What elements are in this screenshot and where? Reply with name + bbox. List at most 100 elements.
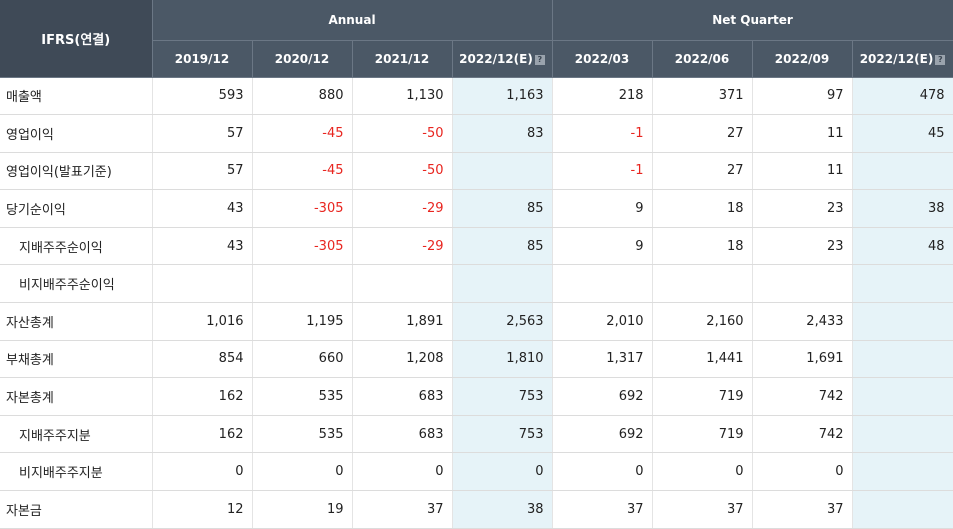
- table-cell: 9: [552, 227, 653, 266]
- row-label: 지배주주지분: [0, 415, 153, 454]
- table-cell: 85: [452, 227, 553, 266]
- table-cell: 218: [552, 77, 653, 116]
- column-header-5: 2022/03: [552, 40, 653, 78]
- row-label: 자본금: [0, 490, 153, 529]
- table-cell: 535: [252, 415, 353, 454]
- table-cell: 11: [752, 152, 853, 191]
- row-label: 지배주주순이익: [0, 227, 153, 266]
- table-cell: 37: [752, 490, 853, 529]
- table-row: 지배주주순이익 43 -305 -29 85 9 18 23 48: [0, 227, 953, 266]
- table-cell: 692: [552, 377, 653, 416]
- table-cell: -50: [352, 114, 453, 153]
- table-cell: -1: [552, 114, 653, 153]
- table-cell: 12: [152, 490, 253, 529]
- table-cell: 719: [652, 415, 753, 454]
- table-cell: 2,563: [452, 302, 553, 341]
- table-cell: 19: [252, 490, 353, 529]
- table-cell: [552, 264, 653, 304]
- table-row: 비지배주주순이익: [0, 264, 953, 304]
- table-cell: 692: [552, 415, 653, 454]
- table-cell: [452, 152, 553, 191]
- row-label: 비지배주주지분: [0, 452, 153, 492]
- table-row: 자산총계 1,016 1,195 1,891 2,563 2,010 2,160 2,433: [0, 302, 953, 341]
- column-label: 2022/03: [574, 51, 630, 66]
- table-cell: [252, 264, 353, 304]
- table-row: 매출액 593 880 1,130 1,163 218 371 97 478: [0, 77, 953, 116]
- column-label: 2022/09: [774, 51, 830, 66]
- column-header-7: 2022/09: [752, 40, 853, 78]
- row-label: 부채총계: [0, 340, 153, 379]
- row-label: 영업이익: [0, 114, 153, 153]
- table-row: 지배주주지분 162 535 683 753 692 719 742: [0, 415, 953, 454]
- table-cell: 23: [752, 227, 853, 266]
- row-label: 자산총계: [0, 302, 153, 341]
- row-label: 매출액: [0, 77, 153, 116]
- table-cell: 478: [852, 77, 953, 116]
- table-row: 자본총계 162 535 683 753 692 719 742: [0, 377, 953, 416]
- help-icon[interactable]: ?: [534, 54, 545, 65]
- table-cell: -50: [352, 152, 453, 191]
- table-cell: 43: [152, 189, 253, 228]
- table-row: 부채총계 854 660 1,208 1,810 1,317 1,441 1,691: [0, 340, 953, 379]
- header-annual: Annual: [152, 0, 553, 41]
- row-label: 당기순이익: [0, 189, 153, 228]
- table-cell: 37: [552, 490, 653, 529]
- row-label: 비지배주주순이익: [0, 264, 153, 304]
- table-cell: 2,010: [552, 302, 653, 341]
- table-cell: 1,208: [352, 340, 453, 379]
- table-cell: -305: [252, 227, 353, 266]
- table-cell: 37: [652, 490, 753, 529]
- table-cell: 162: [152, 377, 253, 416]
- table-cell: 753: [452, 415, 553, 454]
- table-cell: 48: [852, 227, 953, 266]
- table-cell: -1: [552, 152, 653, 191]
- column-header-1: 2019/12: [152, 40, 253, 78]
- column-header-8: 2022/12(E)?: [852, 40, 953, 78]
- table-cell: 1,163: [452, 77, 553, 116]
- table-cell: 85: [452, 189, 553, 228]
- help-icon[interactable]: ?: [935, 54, 946, 65]
- table-cell: 683: [352, 377, 453, 416]
- table-cell: 2,160: [652, 302, 753, 341]
- table-cell: 1,691: [752, 340, 853, 379]
- header-ifrs: IFRS(연결): [0, 0, 153, 78]
- table-cell: 742: [752, 415, 853, 454]
- column-header-4: 2022/12(E)?: [452, 40, 553, 78]
- table-cell: [352, 264, 453, 304]
- table-cell: 57: [152, 152, 253, 191]
- table-cell: 1,317: [552, 340, 653, 379]
- table-cell: 1,016: [152, 302, 253, 341]
- table-cell: 0: [252, 452, 353, 492]
- column-label: 2019/12: [174, 51, 230, 66]
- table-cell: 1,130: [352, 77, 453, 116]
- table-cell: 535: [252, 377, 353, 416]
- row-label: 영업이익(발표기준): [0, 152, 153, 191]
- table-cell: 593: [152, 77, 253, 116]
- table-cell: [852, 377, 953, 416]
- table-cell: -305: [252, 189, 353, 228]
- table-cell: -45: [252, 114, 353, 153]
- table-row: 비지배주주지분 0 0 0 0 0 0 0: [0, 452, 953, 492]
- table-row: 당기순이익 43 -305 -29 85 9 18 23 38: [0, 189, 953, 228]
- table-cell: [852, 452, 953, 492]
- table-cell: 0: [552, 452, 653, 492]
- table-cell: 162: [152, 415, 253, 454]
- table-cell: 1,891: [352, 302, 453, 341]
- table-cell: [752, 264, 853, 304]
- table-cell: 719: [652, 377, 753, 416]
- table-cell: 742: [752, 377, 853, 416]
- table-cell: 18: [652, 227, 753, 266]
- table-cell: 38: [452, 490, 553, 529]
- table-cell: 660: [252, 340, 353, 379]
- table-cell: 11: [752, 114, 853, 153]
- table-cell: 0: [152, 452, 253, 492]
- column-label: 2020/12: [274, 51, 330, 66]
- table-cell: 23: [752, 189, 853, 228]
- table-cell: [852, 152, 953, 191]
- column-label: 2022/12(E): [459, 51, 533, 66]
- table-cell: 18: [652, 189, 753, 228]
- table-cell: 1,195: [252, 302, 353, 341]
- table-cell: 880: [252, 77, 353, 116]
- table-cell: 0: [352, 452, 453, 492]
- table-cell: -29: [352, 227, 453, 266]
